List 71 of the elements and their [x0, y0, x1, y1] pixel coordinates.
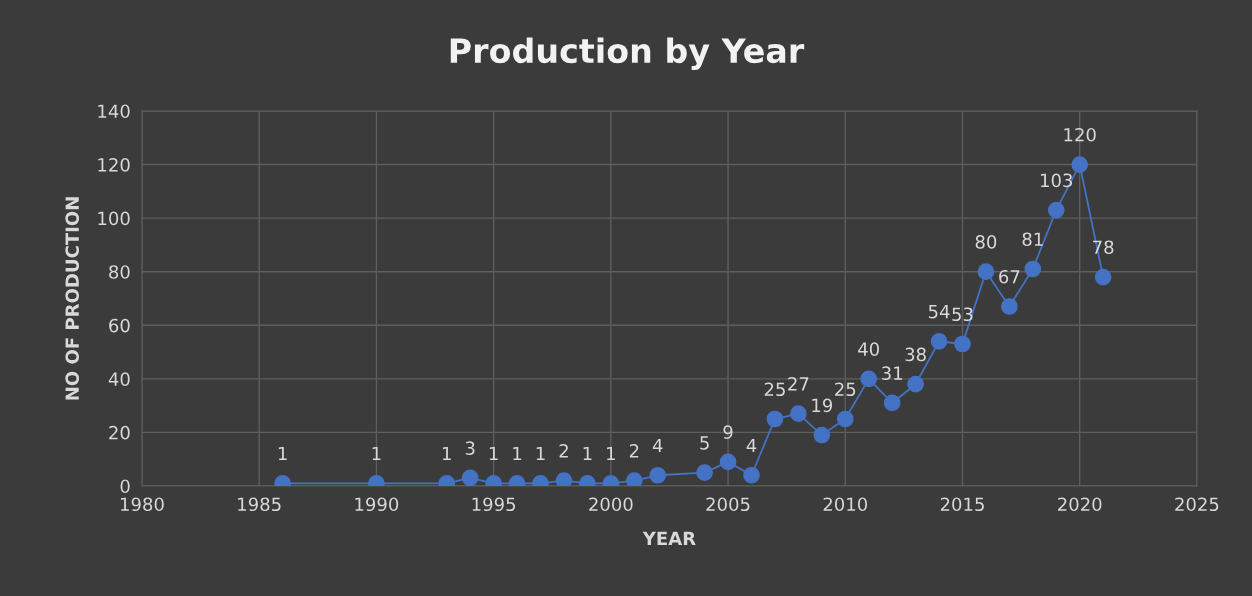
- x-tick-label: 1990: [355, 497, 399, 512]
- x-tick-label: 2005: [706, 497, 750, 512]
- y-tick-label: 80: [109, 265, 130, 279]
- data-label: 1: [583, 446, 592, 461]
- point: [461, 469, 479, 486]
- point: [719, 453, 737, 471]
- data-label: 2: [559, 444, 568, 458]
- y-axis-title: NO OF PRODUCTION: [65, 197, 80, 400]
- data-label: 120: [1064, 127, 1096, 142]
- data-label: 4: [746, 438, 757, 453]
- data-label: 1: [536, 446, 545, 461]
- x-tick-label: 2015: [940, 497, 984, 512]
- data-label: 3: [465, 441, 475, 455]
- data-label: 1: [513, 446, 522, 461]
- point: [1071, 156, 1089, 173]
- y-tick-label: 20: [109, 425, 130, 440]
- point: [1024, 260, 1042, 278]
- y-tick-label: 140: [98, 104, 130, 119]
- data-label: 25: [764, 382, 785, 397]
- x-axis-title: YEAR: [642, 531, 696, 545]
- chart-title: Production by Year: [450, 37, 805, 70]
- data-label: 1: [607, 446, 615, 461]
- data-label: 31: [882, 366, 902, 380]
- data-label: 67: [999, 269, 1020, 284]
- point: [930, 333, 948, 350]
- point: [743, 466, 760, 484]
- data-label: 81: [1022, 232, 1043, 247]
- data-label: 1: [489, 446, 498, 461]
- data-label: 25: [835, 382, 856, 397]
- data-label: 1: [372, 446, 381, 461]
- point: [1047, 201, 1065, 219]
- point: [766, 410, 784, 428]
- point: [790, 405, 807, 422]
- data-label: 2: [629, 444, 639, 458]
- data-label: 54: [928, 304, 950, 319]
- point: [1094, 268, 1112, 286]
- data-label: 4: [652, 438, 663, 453]
- x-tick-label: 2000: [589, 497, 633, 512]
- point: [836, 410, 854, 428]
- x-tick-label: 1985: [238, 497, 281, 512]
- data-label: 1: [442, 446, 451, 461]
- data-label: 1: [278, 446, 287, 461]
- data-label: 5: [700, 436, 709, 450]
- data-label: 40: [858, 342, 879, 356]
- y-tick-label: 60: [109, 318, 130, 333]
- x-tick-label: 2020: [1058, 497, 1102, 512]
- y-tick-label: 100: [98, 211, 130, 226]
- y-tick-label: 120: [98, 158, 130, 172]
- point: [649, 466, 667, 484]
- point: [555, 472, 573, 486]
- point: [696, 464, 713, 481]
- data-label: 38: [905, 347, 926, 362]
- point: [954, 335, 971, 353]
- data-label: 103: [1041, 173, 1073, 188]
- x-tick-label: 1995: [472, 497, 516, 512]
- data-label: 80: [975, 235, 997, 249]
- data-label: 27: [788, 377, 809, 391]
- x-tick-label: 2025: [1175, 497, 1219, 512]
- point: [860, 370, 878, 388]
- point: [907, 375, 924, 393]
- point: [883, 394, 901, 412]
- y-tick-label: 40: [108, 372, 130, 386]
- point: [625, 472, 643, 486]
- x-tick-label: 2010: [823, 497, 868, 512]
- y-tick-label: 0: [120, 479, 130, 494]
- data-label: 9: [723, 425, 733, 439]
- point: [977, 263, 995, 281]
- point: [813, 426, 831, 444]
- data-label: 19: [812, 398, 833, 413]
- x-tick-label: 1980: [120, 497, 164, 512]
- point: [1001, 298, 1018, 315]
